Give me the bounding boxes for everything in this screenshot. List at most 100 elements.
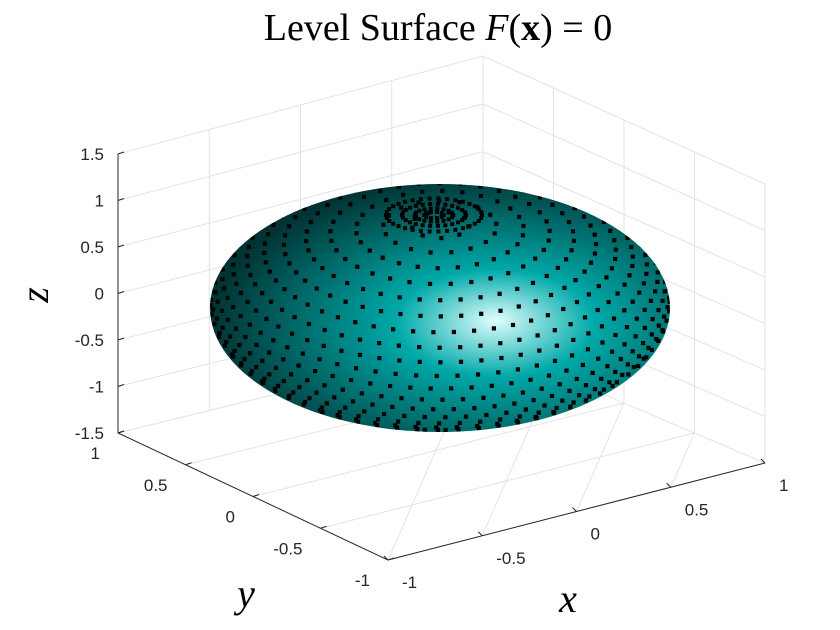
- surface-marker: [281, 357, 286, 362]
- surface-marker: [210, 297, 214, 302]
- surface-marker: [630, 299, 635, 304]
- surface-marker: [595, 307, 600, 313]
- surface-marker: [630, 349, 635, 354]
- surface-marker: [644, 262, 649, 267]
- surface-marker: [460, 207, 465, 212]
- x-tick-label: 1: [779, 476, 788, 495]
- surface-marker: [413, 203, 418, 208]
- surface-marker: [523, 178, 527, 182]
- surface-marker: [480, 213, 484, 217]
- surface-marker: [435, 216, 439, 221]
- surface-marker: [343, 256, 348, 262]
- surface-marker: [393, 240, 398, 245]
- surface-marker: [489, 171, 493, 175]
- surface-marker: [597, 391, 603, 396]
- surface-marker: [220, 276, 225, 282]
- surface-marker: [441, 218, 446, 223]
- surface-marker: [234, 281, 239, 286]
- surface-marker: [286, 395, 291, 401]
- surface-marker: [614, 380, 619, 385]
- surface-marker: [339, 348, 344, 353]
- surface-marker: [281, 242, 286, 247]
- surface-marker: [245, 263, 250, 268]
- surface-marker: [413, 222, 418, 227]
- surface-marker: [397, 295, 402, 300]
- surface-marker: [650, 251, 655, 256]
- surface-marker: [465, 169, 469, 173]
- surface-marker: [217, 331, 222, 336]
- surface-marker: [624, 325, 630, 330]
- surface-marker: [472, 204, 477, 209]
- z-tick-label: 0: [95, 285, 104, 304]
- surface-marker: [583, 398, 588, 403]
- surface-marker: [264, 316, 269, 321]
- surface-marker: [656, 323, 661, 328]
- surface-marker: [456, 427, 461, 432]
- surface-marker: [220, 325, 225, 330]
- surface-marker: [630, 263, 635, 269]
- surface-marker: [498, 341, 503, 346]
- surface-marker: [331, 219, 336, 224]
- surface-marker: [399, 205, 404, 210]
- surface-marker: [373, 420, 378, 425]
- surface-marker: [574, 376, 579, 381]
- surface-marker: [517, 337, 522, 342]
- surface-marker: [384, 197, 389, 203]
- surface-marker: [494, 221, 499, 226]
- surface-marker: [441, 207, 446, 212]
- surface-marker: [292, 315, 297, 320]
- surface-marker: [334, 248, 339, 253]
- surface-marker: [384, 172, 388, 176]
- surface-marker: [601, 387, 606, 392]
- surface-marker: [509, 381, 514, 386]
- grid-line: [670, 432, 695, 488]
- surface-marker: [533, 299, 538, 304]
- surface-marker: [435, 209, 439, 214]
- surface-marker: [626, 225, 631, 230]
- surface-marker: [237, 343, 242, 348]
- surface-marker: [551, 411, 557, 416]
- z-axis-label: z: [12, 287, 57, 304]
- surface-marker: [403, 199, 408, 204]
- y-tick-mark: [320, 525, 327, 529]
- surface-marker: [641, 281, 646, 286]
- x-tick-mark: [477, 531, 483, 537]
- surface-marker: [349, 378, 354, 383]
- surface-marker: [420, 223, 425, 228]
- surface-marker: [360, 212, 365, 217]
- surface-marker: [644, 271, 649, 276]
- surface-marker: [458, 345, 463, 350]
- surface-marker: [387, 219, 392, 223]
- surface-marker: [262, 376, 267, 381]
- surface-marker: [315, 211, 320, 216]
- surface-marker: [331, 273, 336, 279]
- surface-marker: [547, 228, 552, 233]
- surface-marker: [434, 373, 439, 379]
- surface-marker: [408, 205, 412, 210]
- surface-marker: [618, 356, 623, 362]
- surface-marker: [456, 220, 460, 225]
- surface-marker: [262, 241, 267, 246]
- surface-marker: [436, 196, 441, 201]
- surface-marker: [358, 240, 363, 245]
- z-tick-label: 1: [95, 192, 104, 211]
- surface-marker: [571, 238, 576, 243]
- surface-marker: [416, 420, 421, 425]
- surface-marker: [667, 295, 670, 300]
- x-tick-mark: [383, 555, 389, 561]
- surface-marker: [325, 202, 330, 208]
- surface-marker: [261, 381, 266, 386]
- surface-marker: [537, 348, 542, 353]
- surface-marker: [225, 295, 230, 300]
- surface-marker: [472, 406, 477, 411]
- y-tick-label: 0.5: [144, 476, 168, 495]
- x-tick-label: -0.5: [496, 549, 525, 568]
- z-tick-mark: [117, 384, 125, 387]
- z-tick-label: -0.5: [75, 331, 104, 350]
- surface-marker: [420, 233, 425, 238]
- surface-marker: [417, 217, 422, 222]
- surface-marker: [407, 280, 412, 285]
- surface-marker: [343, 405, 348, 410]
- surface-marker: [391, 221, 396, 226]
- surface-marker: [247, 351, 253, 356]
